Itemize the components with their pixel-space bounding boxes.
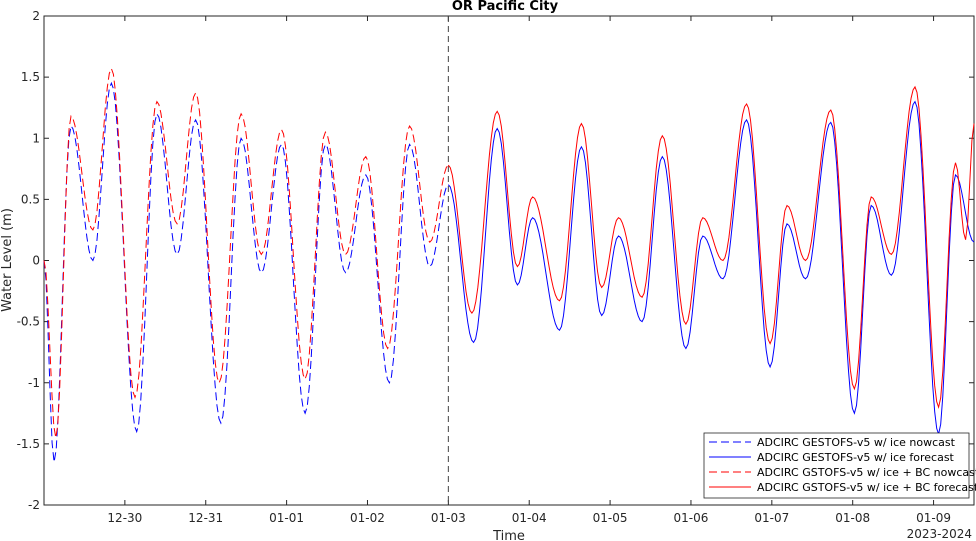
x-axis-year-label: 2023-2024 <box>907 527 972 541</box>
x-tick-label: 01-06 <box>674 511 709 525</box>
series-line-3 <box>43 67 449 438</box>
plot-frame <box>43 15 975 506</box>
legend-label: ADCIRC GESTOFS-v5 w/ ice nowcast <box>757 436 956 449</box>
y-tick-label: 1.5 <box>21 70 40 84</box>
x-tick-label: 01-03 <box>431 511 466 525</box>
series-line-1 <box>43 81 449 463</box>
x-tick-label: 12-30 <box>107 511 142 525</box>
y-tick-label: 1 <box>32 131 40 145</box>
series-line-2 <box>447 100 975 437</box>
legend-label: ADCIRC GSTOFS-v5 w/ ice + BC forecast <box>757 481 976 494</box>
legend: ADCIRC GESTOFS-v5 w/ ice nowcast ADCIRC G… <box>703 432 976 499</box>
plot-area <box>43 15 975 506</box>
y-tick-label: 2 <box>32 9 40 23</box>
y-tick-label: -2 <box>28 498 40 512</box>
y-tick-label: 0 <box>32 254 40 268</box>
series-group <box>43 67 975 463</box>
y-tick-label: 0.5 <box>21 192 40 206</box>
x-tick-label: 01-04 <box>512 511 547 525</box>
y-tick-label: -1.5 <box>17 437 40 451</box>
series-line-4 <box>447 85 975 410</box>
x-tick-label: 01-08 <box>835 511 870 525</box>
chart-title: OR Pacific City <box>452 0 559 14</box>
y-axis: -2 -1.5 -1 -0.5 0 0.5 1 1.5 2 <box>17 9 974 512</box>
legend-label: ADCIRC GSTOFS-v5 w/ ice + BC nowcast <box>757 466 976 479</box>
x-tick-label: 01-02 <box>350 511 385 525</box>
x-tick-label: 01-09 <box>916 511 951 525</box>
x-axis-title: Time <box>492 529 525 541</box>
x-tick-label: 01-01 <box>269 511 304 525</box>
y-tick-label: -1 <box>28 376 40 390</box>
legend-label: ADCIRC GESTOFS-v5 w/ ice forecast <box>757 451 955 464</box>
y-axis-title: Water Level (m) <box>0 208 15 312</box>
x-tick-label: 01-07 <box>754 511 789 525</box>
x-axis: 12-30 12-31 01-01 01-02 01-03 01-04 01-05 01-06… <box>107 16 951 525</box>
x-tick-label: 12-31 <box>188 511 223 525</box>
y-tick-label: -0.5 <box>17 315 40 329</box>
x-tick-label: 01-05 <box>593 511 628 525</box>
